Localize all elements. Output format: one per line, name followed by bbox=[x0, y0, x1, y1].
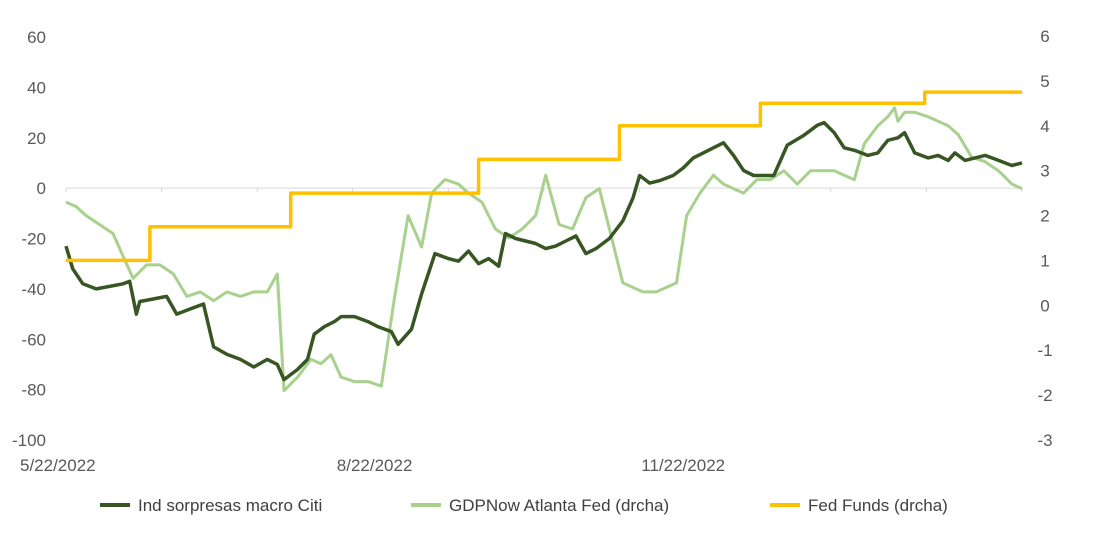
y-left-tick-label: -100 bbox=[12, 431, 46, 450]
legend-label-fed-funds: Fed Funds (drcha) bbox=[808, 496, 948, 515]
y-right-tick-label: -3 bbox=[1037, 431, 1052, 450]
legend-label-citi: Ind sorpresas macro Citi bbox=[138, 496, 322, 515]
y-left-tick-label: -20 bbox=[21, 230, 46, 249]
y-left-tick-label: -40 bbox=[21, 280, 46, 299]
y-left-tick-label: 20 bbox=[27, 129, 46, 148]
x-tick-label: 11/22/2022 bbox=[641, 456, 725, 475]
y-right-tick-label: 6 bbox=[1040, 27, 1049, 46]
y-left-tick-label: -80 bbox=[21, 381, 46, 400]
y-right-tick-label: -2 bbox=[1037, 386, 1052, 405]
series-line-0 bbox=[64, 120, 1023, 382]
x-tick-label: 5/22/2022 bbox=[20, 456, 96, 475]
y-right-tick-label: 1 bbox=[1040, 251, 1049, 270]
x-minor-ticks bbox=[65, 188, 1023, 193]
y-left-tick-label: 0 bbox=[37, 179, 46, 198]
y-right-tick-label: 5 bbox=[1040, 72, 1049, 91]
y-right-tick-label: 3 bbox=[1040, 162, 1049, 181]
y-right-tick-label: -1 bbox=[1037, 341, 1052, 360]
x-axis-ticks: 5/22/2022 8/22/2022 11/22/2022 bbox=[20, 456, 725, 475]
series-line-2 bbox=[66, 90, 1022, 263]
y-right-tick-label: 4 bbox=[1040, 117, 1049, 136]
y-right-tick-label: 2 bbox=[1040, 207, 1049, 226]
legend-label-gdpnow: GDPNow Atlanta Fed (drcha) bbox=[449, 496, 669, 515]
y-right-tick-label: 0 bbox=[1040, 296, 1049, 315]
legend: Ind sorpresas macro Citi GDPNow Atlanta … bbox=[100, 496, 948, 515]
y-left-tick-label: 60 bbox=[27, 28, 46, 47]
series-line-1 bbox=[65, 106, 1023, 393]
left-axis-ticks: 60 40 20 0 -20 -40 -60 -80 -100 bbox=[12, 28, 46, 450]
right-axis-ticks: 6 5 4 3 2 1 0 -1 -2 -3 bbox=[1037, 27, 1052, 450]
y-left-tick-label: -60 bbox=[21, 330, 46, 349]
series-layer bbox=[64, 90, 1023, 393]
x-tick-label: 8/22/2022 bbox=[337, 456, 413, 475]
y-left-tick-label: 40 bbox=[27, 78, 46, 97]
